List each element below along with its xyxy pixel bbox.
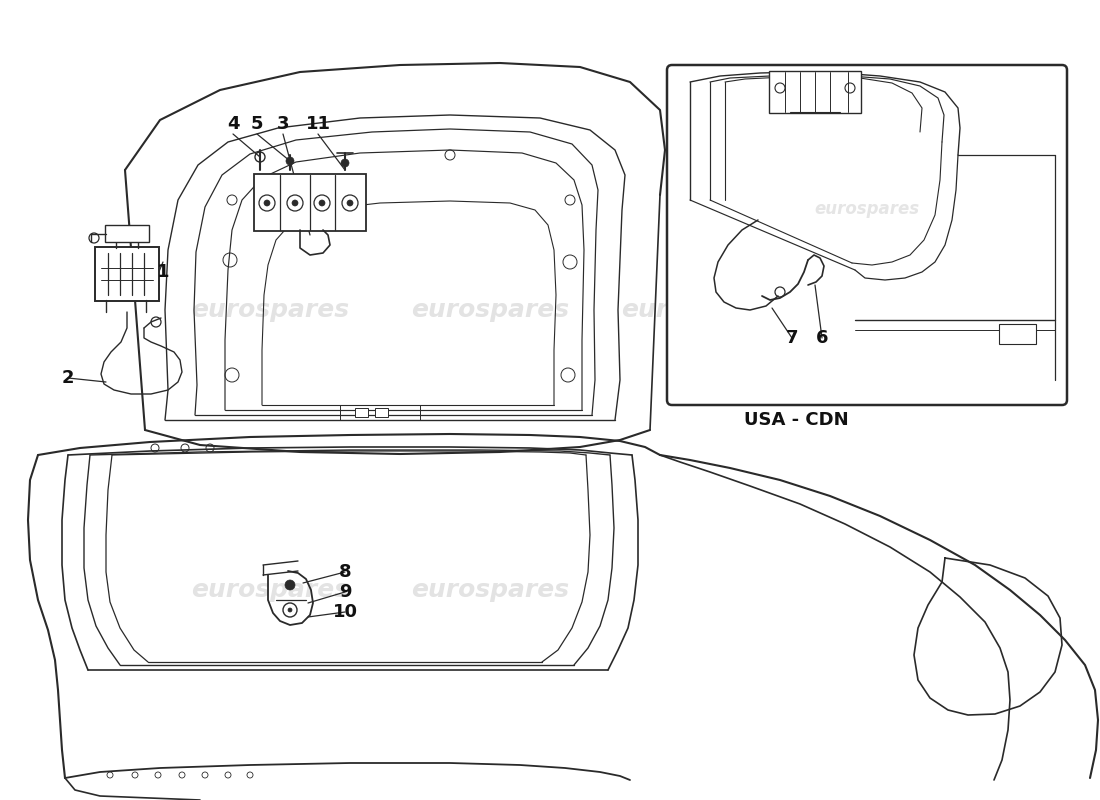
FancyBboxPatch shape — [374, 407, 387, 417]
FancyBboxPatch shape — [95, 247, 160, 301]
Text: 5: 5 — [251, 115, 263, 133]
Circle shape — [264, 200, 270, 206]
Text: 1: 1 — [156, 263, 169, 281]
Circle shape — [285, 580, 295, 590]
Text: eurospares: eurospares — [191, 298, 349, 322]
Text: 10: 10 — [332, 603, 358, 621]
Text: eurospares: eurospares — [620, 298, 779, 322]
FancyBboxPatch shape — [999, 324, 1036, 344]
FancyBboxPatch shape — [354, 407, 367, 417]
Circle shape — [341, 159, 349, 167]
Text: 8: 8 — [339, 563, 351, 581]
FancyBboxPatch shape — [104, 225, 148, 242]
Circle shape — [286, 157, 294, 165]
FancyBboxPatch shape — [769, 71, 861, 113]
Text: eurospares: eurospares — [814, 200, 920, 218]
Text: 7: 7 — [785, 329, 799, 347]
Text: 9: 9 — [339, 583, 351, 601]
Text: 3: 3 — [277, 115, 289, 133]
Text: 4: 4 — [227, 115, 240, 133]
Circle shape — [319, 200, 324, 206]
Text: eurospares: eurospares — [411, 578, 569, 602]
FancyBboxPatch shape — [667, 65, 1067, 405]
Circle shape — [288, 608, 292, 612]
Text: eurospares: eurospares — [711, 223, 869, 247]
Text: 2: 2 — [62, 369, 75, 387]
Circle shape — [346, 200, 353, 206]
Text: eurospares: eurospares — [411, 298, 569, 322]
Text: 6: 6 — [816, 329, 828, 347]
Text: 11: 11 — [306, 115, 330, 133]
FancyBboxPatch shape — [254, 174, 366, 231]
Text: USA - CDN: USA - CDN — [744, 411, 848, 429]
Circle shape — [292, 200, 298, 206]
Text: eurospares: eurospares — [191, 578, 349, 602]
